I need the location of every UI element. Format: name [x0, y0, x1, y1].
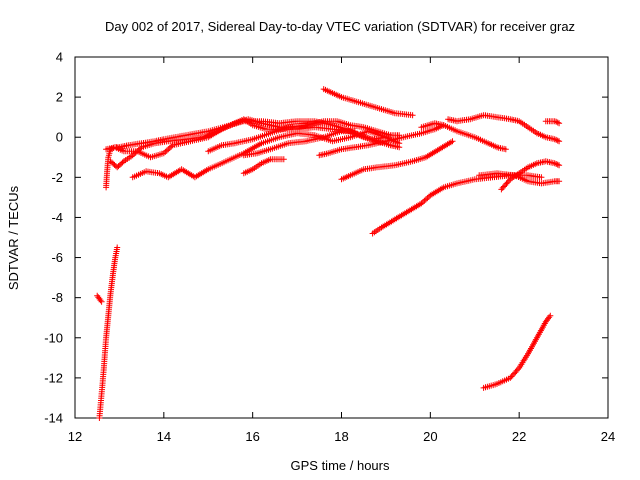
series-t07 — [205, 118, 403, 155]
series-t17-markers — [498, 158, 563, 193]
x-tick-label: 16 — [245, 429, 259, 444]
series-t06-markers — [129, 128, 403, 181]
series-t15-markers — [445, 112, 563, 145]
series-t15 — [445, 112, 563, 145]
series-t18 — [542, 118, 563, 127]
series-t10 — [320, 86, 416, 119]
x-tick-label: 14 — [157, 429, 171, 444]
y-tick-label: -4 — [51, 210, 63, 225]
chart-title: Day 002 of 2017, Sidereal Day-to-day VTE… — [105, 19, 575, 34]
series-t08-markers — [240, 156, 287, 177]
y-tick-label: -8 — [51, 290, 63, 305]
y-tick-label: 0 — [56, 130, 63, 145]
series-t08 — [240, 156, 287, 177]
x-tick-label: 24 — [601, 429, 615, 444]
series-t19 — [480, 312, 554, 391]
y-tick-label: -14 — [44, 411, 63, 426]
series-t12-markers — [338, 138, 456, 183]
y-tick-label: -2 — [51, 170, 63, 185]
series-t19-markers — [480, 312, 554, 391]
y-axis: -14 -12 -10 -8 -6 -4 -2 0 2 4 — [44, 50, 608, 426]
x-axis-label: GPS time / hours — [291, 458, 390, 473]
x-tick-label: 20 — [423, 429, 437, 444]
x-tick-label: 12 — [68, 429, 82, 444]
series-t01 — [96, 244, 121, 421]
series-t09-markers — [240, 128, 358, 159]
series-t11-markers — [316, 122, 447, 159]
y-tick-label: 2 — [56, 90, 63, 105]
series-t01-markers — [96, 244, 121, 421]
series-t17 — [498, 158, 563, 193]
x-tick-label: 22 — [512, 429, 526, 444]
series-t02-markers — [94, 292, 105, 305]
y-axis-label: SDTVAR / TECUs — [6, 185, 21, 290]
series-t07-markers — [205, 118, 403, 155]
series-t10-markers — [320, 86, 416, 119]
series-t06 — [129, 128, 403, 181]
y-tick-label: -6 — [51, 250, 63, 265]
x-axis: 12 14 16 18 20 22 24 — [68, 57, 615, 444]
series-t05-markers — [107, 116, 403, 171]
series-t18-markers — [542, 118, 563, 127]
series-t05 — [107, 116, 403, 171]
y-tick-label: -12 — [44, 370, 63, 385]
series-t11 — [316, 122, 447, 159]
series-t12 — [338, 138, 456, 183]
series-t14 — [418, 120, 509, 153]
y-tick-label: -10 — [44, 330, 63, 345]
series-t02 — [94, 292, 105, 305]
series-t09 — [240, 128, 358, 159]
series-layer — [94, 86, 563, 421]
series-t14-markers — [418, 120, 509, 153]
x-tick-label: 18 — [334, 429, 348, 444]
y-tick-label: 4 — [56, 50, 63, 65]
